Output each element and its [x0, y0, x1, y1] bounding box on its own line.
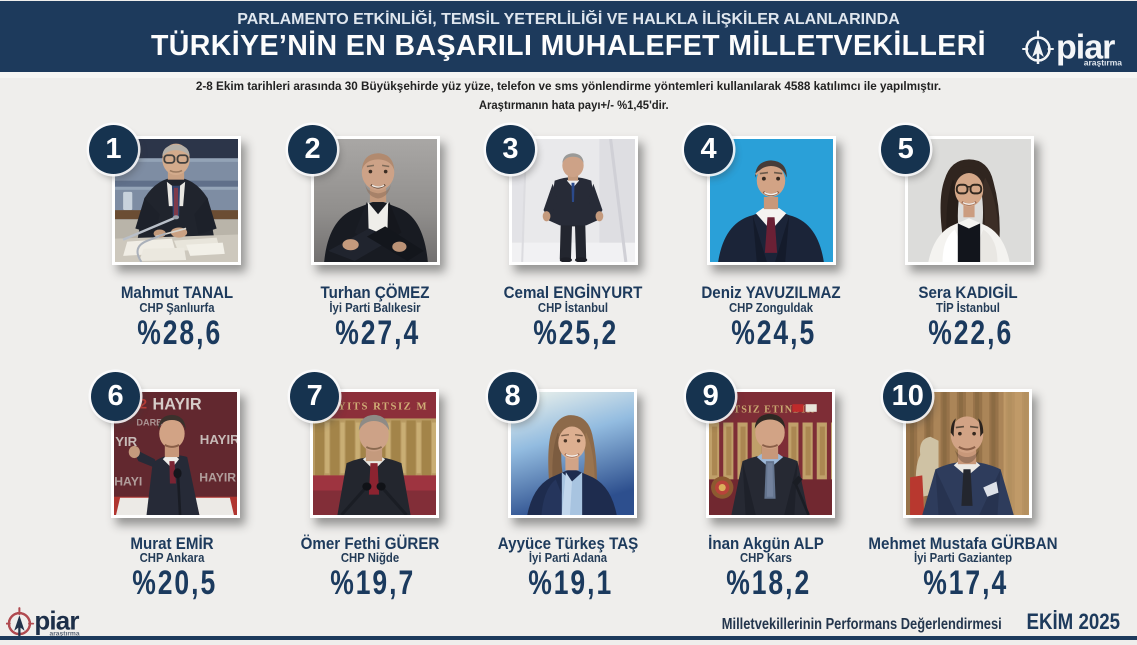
svg-text:piar: piar [34, 607, 79, 635]
svg-text:piar: piar [1056, 29, 1115, 67]
svg-text:HAYIR: HAYIR [199, 470, 236, 484]
svg-text:HAYIR: HAYIR [152, 395, 201, 413]
svg-text:DARBEYE: DARBEYE [136, 417, 181, 427]
svg-text:araştırma: araştırma [1084, 58, 1123, 68]
svg-text:araştırma: araştırma [49, 631, 79, 638]
svg-text:HAYIR: HAYIR [200, 431, 237, 446]
svg-text:ARTSIZ ETINDIR: ARTSIZ ETINDIR [717, 404, 815, 415]
svg-text:HAYI: HAYI [114, 474, 142, 488]
svg-text:KAYITS RTSIZ M: KAYITS RTSIZ M [320, 400, 428, 412]
svg-text:YIR: YIR [115, 433, 137, 448]
